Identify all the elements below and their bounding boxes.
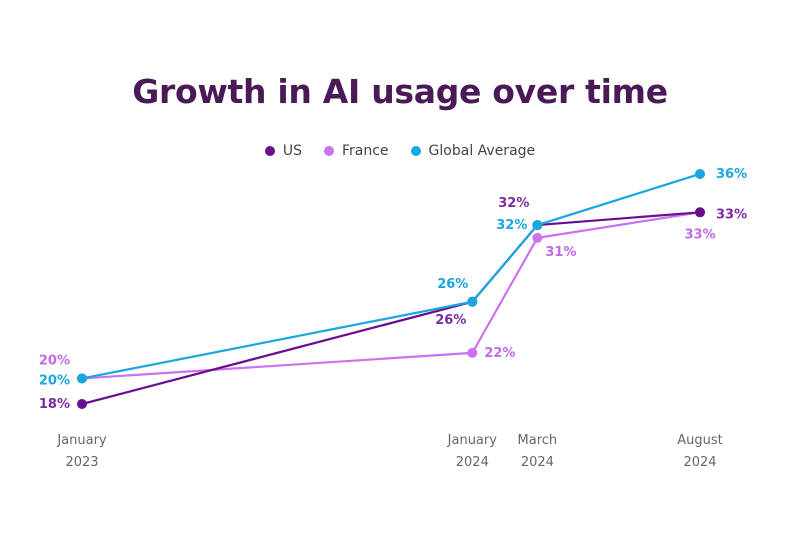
data-point-global-average-2 bbox=[532, 220, 543, 231]
legend-dot-us bbox=[264, 146, 275, 156]
x-tick-label-2-0: March bbox=[518, 433, 558, 448]
legend: US France Global Average bbox=[0, 143, 800, 159]
data-label-us-1: 26% bbox=[435, 313, 466, 328]
data-label-france-0: 20% bbox=[39, 353, 70, 368]
chart-title: Growth in AI usage over time bbox=[132, 72, 668, 111]
x-tick-label-1-0: January bbox=[447, 433, 498, 448]
x-tick-label-3-1: 2024 bbox=[683, 455, 716, 470]
data-label-us-2: 32% bbox=[498, 196, 529, 211]
data-label-global-average-2: 32% bbox=[496, 218, 527, 233]
data-point-global-average-1 bbox=[467, 296, 478, 307]
legend-item-france: France bbox=[323, 143, 389, 159]
data-point-france-2 bbox=[532, 232, 543, 243]
legend-label-global-average: Global Average bbox=[428, 143, 536, 159]
series-line-france bbox=[81, 211, 701, 380]
x-tick-label-0-1: 2023 bbox=[65, 455, 98, 470]
data-label-france-2: 31% bbox=[545, 245, 576, 260]
data-point-global-average-3 bbox=[695, 168, 705, 179]
data-label-global-average-1: 26% bbox=[437, 277, 468, 292]
data-point-us-3 bbox=[695, 207, 705, 218]
x-tick-label-3-0: August bbox=[677, 433, 723, 448]
legend-label-france: France bbox=[341, 143, 389, 159]
data-point-us-0 bbox=[77, 399, 87, 409]
data-label-global-average-3: 36% bbox=[716, 167, 747, 182]
data-point-france-1 bbox=[467, 347, 478, 358]
x-tick-label-0-0: January bbox=[56, 433, 107, 448]
legend-item-global-average: Global Average bbox=[410, 143, 536, 159]
legend-item-us: US bbox=[264, 143, 302, 159]
series-line-global-average bbox=[81, 172, 701, 380]
legend-dot-global-average bbox=[410, 146, 421, 156]
legend-dot-france bbox=[323, 146, 334, 156]
legend-label-us: US bbox=[282, 143, 302, 159]
series-line-us bbox=[81, 211, 701, 406]
data-label-us-0: 18% bbox=[39, 397, 70, 412]
data-point-global-average-0 bbox=[77, 373, 87, 384]
x-tick-label-1-1: 2024 bbox=[456, 455, 489, 470]
x-tick-label-2-1: 2024 bbox=[521, 455, 554, 470]
data-label-france-1: 22% bbox=[484, 346, 515, 361]
data-label-us-3: 33% bbox=[716, 207, 747, 222]
data-label-global-average-0: 20% bbox=[39, 373, 70, 388]
data-label-france-3: 33% bbox=[684, 227, 715, 242]
